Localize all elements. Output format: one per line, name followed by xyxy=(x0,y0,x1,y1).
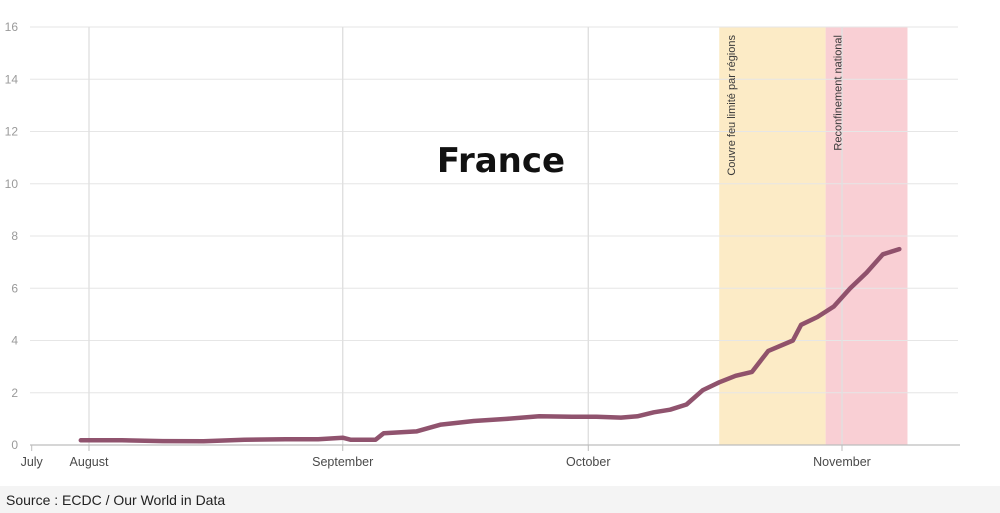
y-tick-label-14: 14 xyxy=(5,72,19,86)
band-label-0: Couvre feu limité par régions xyxy=(726,35,738,176)
series-lines xyxy=(78,246,902,444)
x-tick-label-4: November xyxy=(813,455,871,469)
y-tick-label-2: 2 xyxy=(11,386,18,400)
footer xyxy=(0,486,1000,513)
gridlines xyxy=(30,26,958,445)
series-line-0 xyxy=(78,246,902,444)
x-tick-label-2: September xyxy=(312,455,373,469)
x-axis: July August September October November xyxy=(21,445,871,469)
x-tick-label-3: October xyxy=(566,455,610,469)
chart-title: France xyxy=(437,141,565,181)
source-caption: Source : ECDC / Our World in Data xyxy=(6,492,226,508)
chart: 0 2 4 6 8 10 12 14 16 July August September October… xyxy=(5,20,960,469)
y-tick-label-12: 12 xyxy=(5,125,19,139)
y-tick-label-6: 6 xyxy=(11,281,18,295)
x-tick-label-1: August xyxy=(70,455,109,469)
y-tick-label-4: 4 xyxy=(11,334,18,348)
x-tick-label-0: July xyxy=(21,455,44,469)
y-tick-label-8: 8 xyxy=(11,229,18,243)
band-label-1: Reconfinement national xyxy=(833,35,845,151)
y-axis: 0 2 4 6 8 10 12 14 16 xyxy=(5,20,19,452)
y-tick-label-10: 10 xyxy=(5,177,19,191)
band-labels: Couvre feu limité par régions Reconfineme… xyxy=(726,35,844,176)
y-tick-label-16: 16 xyxy=(5,20,19,34)
y-tick-label-0: 0 xyxy=(11,438,18,452)
